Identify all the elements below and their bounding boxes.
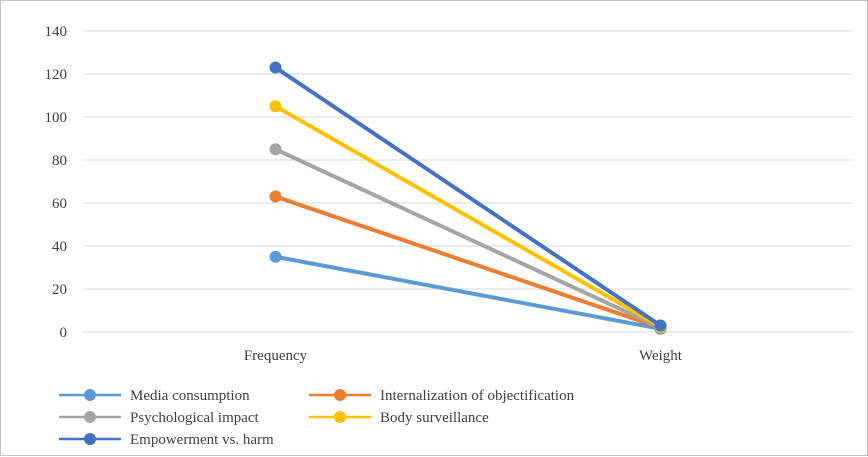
legend-item: Internalization of objectification <box>309 388 575 404</box>
legend-marker <box>84 411 96 423</box>
legend-item: Media consumption <box>59 388 250 404</box>
legend-label: Psychological impact <box>130 410 260 426</box>
data-point <box>269 143 282 156</box>
legend-item: Empowerment vs. harm <box>59 432 274 448</box>
y-tick-label: 140 <box>45 24 68 40</box>
legend-label: Empowerment vs. harm <box>130 432 274 448</box>
legend-marker <box>84 389 96 401</box>
x-tick-label: Weight <box>639 348 683 364</box>
data-point <box>269 190 282 203</box>
legend-label: Body surveillance <box>380 410 489 426</box>
series-line <box>273 147 663 330</box>
series-line <box>273 65 663 328</box>
y-tick-label: 80 <box>52 153 67 169</box>
y-tick-label: 120 <box>45 67 68 83</box>
legend-item: Psychological impact <box>59 410 260 426</box>
data-point <box>269 100 282 113</box>
data-point <box>269 250 282 263</box>
data-point <box>269 61 282 74</box>
legend-marker <box>334 411 346 423</box>
y-tick-label: 0 <box>60 325 68 341</box>
y-tick-label: 20 <box>52 282 67 298</box>
legend-marker <box>334 389 346 401</box>
data-point <box>654 319 667 332</box>
series-line <box>273 254 663 331</box>
y-tick-label: 40 <box>52 239 67 255</box>
x-tick-label: Frequency <box>244 348 308 364</box>
legend-item: Body surveillance <box>309 410 489 426</box>
y-tick-label: 100 <box>45 110 68 126</box>
series-line <box>273 194 663 330</box>
legend-label: Media consumption <box>130 388 250 404</box>
legend-marker <box>84 433 96 445</box>
legend-label: Internalization of objectification <box>380 388 575 404</box>
y-tick-label: 60 <box>52 196 67 212</box>
series-line <box>273 104 663 329</box>
